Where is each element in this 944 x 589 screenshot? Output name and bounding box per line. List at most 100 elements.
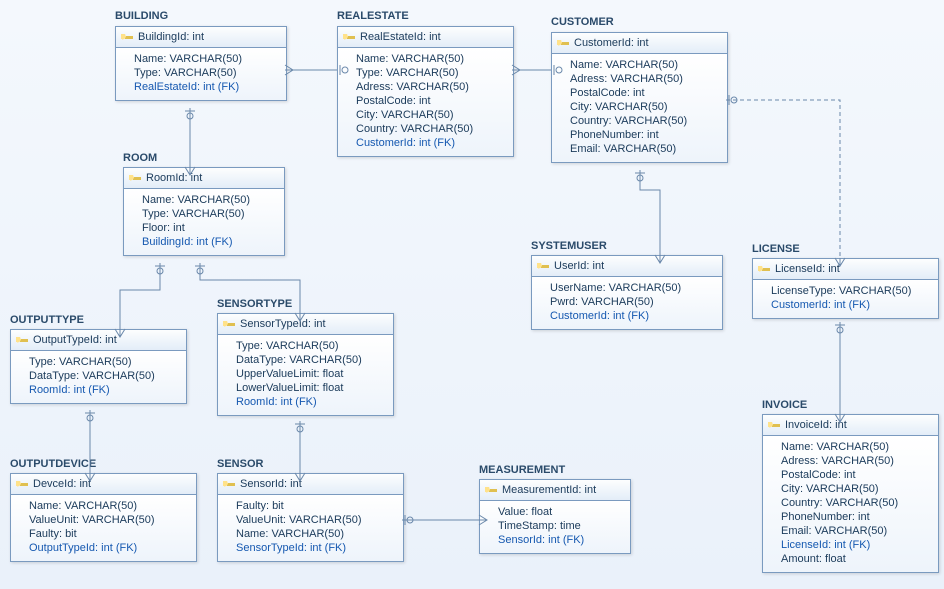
- customer-attr-2: PostalCode: int: [570, 86, 721, 100]
- invoice-attr-7: LicenseId: int (FK): [781, 538, 932, 552]
- customer-attr-1: Adress: VARCHAR(50): [570, 72, 721, 86]
- customer-pk: CustomerId: int: [552, 33, 727, 54]
- room-attr-1: Type: VARCHAR(50): [142, 207, 278, 221]
- sensor-entity[interactable]: SensorId: intFaulty: bitValueUnit: VARCH…: [217, 473, 404, 562]
- systemuser-title: SYSTEMUSER: [531, 240, 607, 252]
- sensor-attr-3: SensorTypeId: int (FK): [236, 541, 397, 555]
- outputtype-attr-2: RoomId: int (FK): [29, 383, 180, 397]
- outputtype-attr-1: DataType: VARCHAR(50): [29, 369, 180, 383]
- sensor-attr-0: Faulty: bit: [236, 499, 397, 513]
- license-attr-0: LicenseType: VARCHAR(50): [771, 284, 932, 298]
- realestate-attr-3: PostalCode: int: [356, 94, 507, 108]
- measurement-attrs: Value: floatTimeStamp: timeSensorId: int…: [480, 501, 630, 553]
- outputtype-entity[interactable]: OutputTypeId: intType: VARCHAR(50)DataTy…: [10, 329, 187, 404]
- systemuser-attr-2: CustomerId: int (FK): [550, 309, 716, 323]
- customer-attr-4: Country: VARCHAR(50): [570, 114, 721, 128]
- customer-attr-5: PhoneNumber: int: [570, 128, 721, 142]
- realestate-attrs: Name: VARCHAR(50)Type: VARCHAR(50)Adress…: [338, 48, 513, 156]
- realestate-attr-6: CustomerId: int (FK): [356, 136, 507, 150]
- room-pk: RoomId: int: [124, 168, 284, 189]
- outputtype-title: OUTPUTTYPE: [10, 314, 84, 326]
- sensortype-attr-0: Type: VARCHAR(50): [236, 339, 387, 353]
- realestate-entity[interactable]: RealEstateId: intName: VARCHAR(50)Type: …: [337, 26, 514, 157]
- sensortype-attr-1: DataType: VARCHAR(50): [236, 353, 387, 367]
- invoice-pk: InvoiceId: int: [763, 415, 938, 436]
- building-attr-2: RealEstateId: int (FK): [134, 80, 280, 94]
- outputdevice-attr-1: ValueUnit: VARCHAR(50): [29, 513, 190, 527]
- sensortype-attrs: Type: VARCHAR(50)DataType: VARCHAR(50)Up…: [218, 335, 393, 415]
- building-attr-1: Type: VARCHAR(50): [134, 66, 280, 80]
- relation-customer-license: [726, 100, 840, 258]
- invoice-attr-4: Country: VARCHAR(50): [781, 496, 932, 510]
- relation-customer-systemuser: [640, 170, 660, 255]
- outputdevice-attr-2: Faulty: bit: [29, 527, 190, 541]
- building-pk: BuildingId: int: [116, 27, 286, 48]
- outputtype-attr-0: Type: VARCHAR(50): [29, 355, 180, 369]
- room-title: ROOM: [123, 152, 157, 164]
- customer-title: CUSTOMER: [551, 16, 614, 28]
- sensortype-entity[interactable]: SensorTypeId: intType: VARCHAR(50)DataTy…: [217, 313, 394, 416]
- measurement-attr-1: TimeStamp: time: [498, 519, 624, 533]
- customer-entity[interactable]: CustomerId: intName: VARCHAR(50)Adress: …: [551, 32, 728, 163]
- invoice-attr-0: Name: VARCHAR(50): [781, 440, 932, 454]
- realestate-pk: RealEstateId: int: [338, 27, 513, 48]
- license-attrs: LicenseType: VARCHAR(50)CustomerId: int …: [753, 280, 938, 318]
- outputdevice-title: OUTPUTDEVICE: [10, 458, 96, 470]
- sensortype-pk: SensorTypeId: int: [218, 314, 393, 335]
- systemuser-pk: UserId: int: [532, 256, 722, 277]
- sensortype-attr-4: RoomId: int (FK): [236, 395, 387, 409]
- customer-attr-3: City: VARCHAR(50): [570, 100, 721, 114]
- realestate-attr-5: Country: VARCHAR(50): [356, 122, 507, 136]
- outputdevice-attr-3: OutputTypeId: int (FK): [29, 541, 190, 555]
- invoice-attr-6: Email: VARCHAR(50): [781, 524, 932, 538]
- sensortype-attr-3: LowerValueLimit: float: [236, 381, 387, 395]
- realestate-attr-1: Type: VARCHAR(50): [356, 66, 507, 80]
- customer-attrs: Name: VARCHAR(50)Adress: VARCHAR(50)Post…: [552, 54, 727, 162]
- customer-attr-0: Name: VARCHAR(50): [570, 58, 721, 72]
- outputdevice-pk: DevceId: int: [11, 474, 196, 495]
- invoice-title: INVOICE: [762, 399, 807, 411]
- measurement-attr-0: Value: float: [498, 505, 624, 519]
- invoice-attr-2: PostalCode: int: [781, 468, 932, 482]
- room-attr-3: BuildingId: int (FK): [142, 235, 278, 249]
- outputtype-pk: OutputTypeId: int: [11, 330, 186, 351]
- invoice-entity[interactable]: InvoiceId: intName: VARCHAR(50)Adress: V…: [762, 414, 939, 573]
- sensor-attr-1: ValueUnit: VARCHAR(50): [236, 513, 397, 527]
- room-attr-0: Name: VARCHAR(50): [142, 193, 278, 207]
- license-pk: LicenseId: int: [753, 259, 938, 280]
- measurement-pk: MeasurementId: int: [480, 480, 630, 501]
- license-entity[interactable]: LicenseId: intLicenseType: VARCHAR(50)Cu…: [752, 258, 939, 319]
- building-title: BUILDING: [115, 10, 168, 22]
- license-attr-1: CustomerId: int (FK): [771, 298, 932, 312]
- realestate-title: REALESTATE: [337, 10, 409, 22]
- invoice-attr-5: PhoneNumber: int: [781, 510, 932, 524]
- outputdevice-entity[interactable]: DevceId: intName: VARCHAR(50)ValueUnit: …: [10, 473, 197, 562]
- room-attrs: Name: VARCHAR(50)Type: VARCHAR(50)Floor:…: [124, 189, 284, 255]
- outputdevice-attrs: Name: VARCHAR(50)ValueUnit: VARCHAR(50)F…: [11, 495, 196, 561]
- license-title: LICENSE: [752, 243, 800, 255]
- sensor-title: SENSOR: [217, 458, 263, 470]
- sensor-attr-2: Name: VARCHAR(50): [236, 527, 397, 541]
- outputtype-attrs: Type: VARCHAR(50)DataType: VARCHAR(50)Ro…: [11, 351, 186, 403]
- realestate-attr-0: Name: VARCHAR(50): [356, 52, 507, 66]
- invoice-attr-8: Amount: float: [781, 552, 932, 566]
- room-attr-2: Floor: int: [142, 221, 278, 235]
- invoice-attr-3: City: VARCHAR(50): [781, 482, 932, 496]
- room-entity[interactable]: RoomId: intName: VARCHAR(50)Type: VARCHA…: [123, 167, 285, 256]
- building-attrs: Name: VARCHAR(50)Type: VARCHAR(50)RealEs…: [116, 48, 286, 100]
- systemuser-attr-0: UserName: VARCHAR(50): [550, 281, 716, 295]
- measurement-entity[interactable]: MeasurementId: intValue: floatTimeStamp:…: [479, 479, 631, 554]
- relation-room-outputtype: [120, 263, 160, 329]
- measurement-title: MEASUREMENT: [479, 464, 565, 476]
- sensor-attrs: Faulty: bitValueUnit: VARCHAR(50)Name: V…: [218, 495, 403, 561]
- realestate-attr-4: City: VARCHAR(50): [356, 108, 507, 122]
- sensor-pk: SensorId: int: [218, 474, 403, 495]
- building-entity[interactable]: BuildingId: intName: VARCHAR(50)Type: VA…: [115, 26, 287, 101]
- sensortype-attr-2: UpperValueLimit: float: [236, 367, 387, 381]
- building-attr-0: Name: VARCHAR(50): [134, 52, 280, 66]
- systemuser-attrs: UserName: VARCHAR(50)Pwrd: VARCHAR(50)Cu…: [532, 277, 722, 329]
- invoice-attr-1: Adress: VARCHAR(50): [781, 454, 932, 468]
- realestate-attr-2: Adress: VARCHAR(50): [356, 80, 507, 94]
- invoice-attrs: Name: VARCHAR(50)Adress: VARCHAR(50)Post…: [763, 436, 938, 572]
- systemuser-entity[interactable]: UserId: intUserName: VARCHAR(50)Pwrd: VA…: [531, 255, 723, 330]
